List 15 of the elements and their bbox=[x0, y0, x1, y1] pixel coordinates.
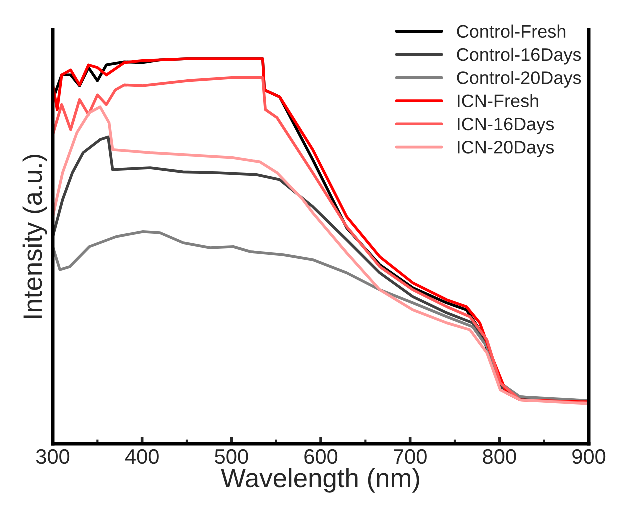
legend-label: Control-20Days bbox=[457, 71, 582, 88]
legend-label: Control-Fresh bbox=[457, 24, 566, 38]
x-tick-label: 400 bbox=[125, 449, 159, 464]
x-tick-label: 800 bbox=[483, 449, 516, 464]
x-tick-label: 900 bbox=[572, 449, 606, 464]
legend-label: ICN-20Days bbox=[458, 141, 554, 158]
legend-label: Control-16Days bbox=[457, 48, 582, 65]
legend-label: ICN-Fresh bbox=[458, 94, 538, 108]
y-axis-title: Intensity (a.u.) bbox=[22, 155, 48, 318]
x-tick-label: 600 bbox=[304, 449, 338, 464]
x-tick-label: 700 bbox=[394, 449, 427, 464]
x-tick-label: 300 bbox=[36, 449, 70, 464]
legend-label: ICN-16Days bbox=[458, 118, 554, 134]
x-axis-title: Wavelength (nm) bbox=[221, 468, 420, 493]
x-tick-label: 500 bbox=[215, 449, 248, 464]
